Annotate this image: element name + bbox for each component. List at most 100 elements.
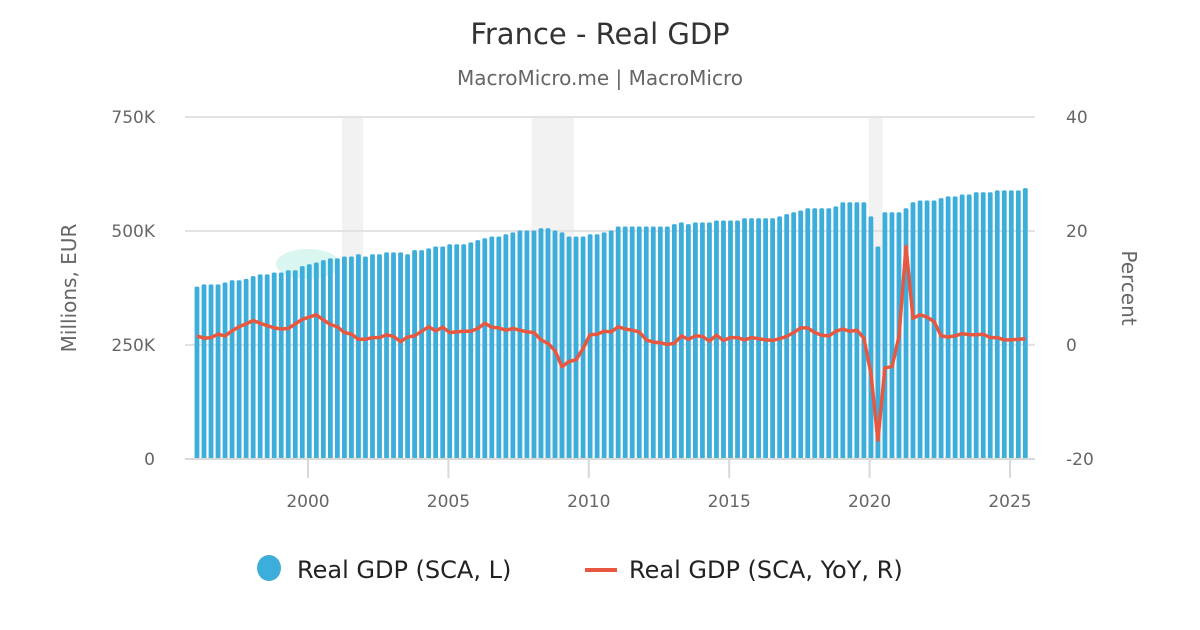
gdp-bar <box>440 246 446 459</box>
gdp-bar <box>510 232 516 459</box>
gdp-bar <box>875 246 881 459</box>
line-series <box>196 244 1026 442</box>
gdp-bar <box>791 212 797 459</box>
gdp-bar <box>257 274 263 459</box>
gdp-bar <box>559 232 565 459</box>
gdp-bar <box>412 250 417 459</box>
chart-title: France - Real GDP <box>470 17 729 51</box>
gdp-bar <box>496 236 502 459</box>
gdp-bar <box>292 270 298 459</box>
gdp-bar <box>587 234 593 459</box>
gdp-bar <box>320 260 326 459</box>
gdp-bar <box>917 200 923 459</box>
gdp-bar <box>482 238 488 459</box>
gdp-bar <box>405 254 410 459</box>
gdp-bar <box>201 284 207 459</box>
right-tick-label: 40 <box>1066 108 1088 128</box>
gdp-bar <box>461 244 467 459</box>
gdp-bar <box>313 262 319 459</box>
gdp-bar <box>334 258 340 459</box>
gdp-bar <box>805 208 811 459</box>
gdp-bar <box>454 244 460 459</box>
gdp-bar <box>910 202 916 459</box>
gdp-bar <box>714 220 719 459</box>
gdp-bar <box>243 278 249 459</box>
gdp-bar <box>229 280 235 459</box>
gdp-bar <box>728 220 733 459</box>
gdp-bar <box>384 252 389 459</box>
gdp-bar <box>306 264 312 459</box>
x-tick-label: 2015 <box>708 492 751 512</box>
left-axis-title: Millions, EUR <box>57 224 81 353</box>
gdp-bar <box>433 246 439 459</box>
right-tick-label: 20 <box>1066 222 1088 242</box>
gdp-bar <box>426 248 432 459</box>
gdp-bar <box>798 210 804 459</box>
gdp-bar <box>398 252 403 459</box>
left-tick-label: 500K <box>111 222 155 242</box>
gdp-bar <box>973 192 979 460</box>
gdp-bar <box>966 194 972 459</box>
gdp-bar <box>636 226 642 459</box>
x-tick-label: 2025 <box>988 492 1031 512</box>
legend-item-gdp[interactable]: Real GDP (SCA, L) <box>257 555 511 584</box>
gdp-bar <box>356 254 361 459</box>
gdp-bar <box>643 226 649 459</box>
gdp-bar <box>271 272 277 459</box>
gdp-bar <box>987 192 993 460</box>
x-tick-label: 2010 <box>567 492 610 512</box>
gdp-bar <box>475 240 481 459</box>
gdp-bar <box>601 232 607 459</box>
left-tick-label: 750K <box>111 108 155 128</box>
gdp-bar <box>594 234 600 459</box>
x-tick-label: 2020 <box>848 492 891 512</box>
gdp-bar <box>363 256 368 459</box>
gdp-bar <box>615 226 621 459</box>
legend-item-yoy[interactable]: Real GDP (SCA, YoY, R) <box>585 556 903 584</box>
legend-label-gdp: Real GDP (SCA, L) <box>297 556 511 584</box>
legend-circle-icon <box>257 555 281 581</box>
gdp-bar <box>342 256 347 459</box>
gdp-bar <box>693 222 698 459</box>
gdp-bar <box>826 208 832 459</box>
gdp-bar <box>924 200 930 459</box>
gdp-bar <box>1008 190 1014 459</box>
gdp-bar <box>882 212 888 459</box>
gdp-bar <box>573 236 579 459</box>
gdp-bar <box>524 230 530 459</box>
gdp-bar <box>1022 188 1028 460</box>
right-axis-title: Percent <box>1117 250 1141 325</box>
gdp-bar <box>889 212 895 459</box>
gdp-bar <box>236 280 242 459</box>
gdp-bar <box>938 198 944 459</box>
gdp-bar <box>264 274 270 459</box>
gdp-bar <box>503 234 509 459</box>
gdp-bar <box>538 228 544 459</box>
gdp-bar <box>419 250 425 459</box>
gdp-bar <box>980 192 986 460</box>
axes: 2000 2005 2010 2015 2020 2025 0 250K 500K 750K -20… <box>111 108 1093 512</box>
gdp-bar <box>215 284 221 459</box>
right-tick-label: 0 <box>1066 336 1077 356</box>
gdp-bar <box>391 252 396 459</box>
gdp-bar <box>566 236 572 459</box>
gdp-bar <box>735 220 740 459</box>
gdp-bar <box>208 284 214 459</box>
gdp-bar <box>552 230 558 459</box>
legend: Real GDP (SCA, L) Real GDP (SCA, YoY, R) <box>257 555 903 584</box>
gdp-bar <box>700 222 705 459</box>
gdp-bar <box>1015 190 1021 459</box>
bar-series <box>194 188 1028 460</box>
gdp-bar <box>377 254 382 459</box>
gdp-bar <box>685 224 691 459</box>
gdp-bar <box>678 222 684 459</box>
gdp-bar <box>608 230 614 459</box>
gdp-bar <box>945 196 951 459</box>
gdp-bar <box>622 226 628 459</box>
gdp-bar <box>250 276 256 459</box>
gdp-bar <box>370 254 375 459</box>
left-tick-label: 250K <box>111 336 155 356</box>
left-tick-label: 0 <box>144 450 155 470</box>
gdp-bar <box>517 230 523 459</box>
